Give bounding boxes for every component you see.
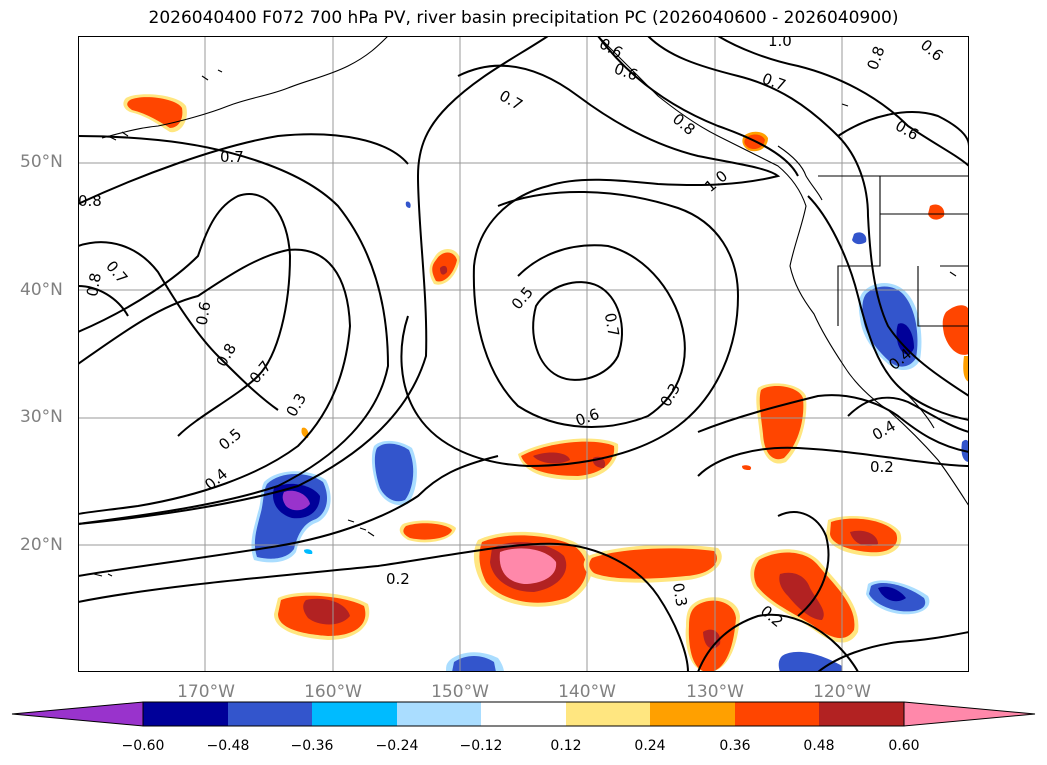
lon-label: 140°W (558, 682, 616, 702)
grid-lines (78, 36, 969, 672)
precip-blob (942, 305, 969, 382)
colorbar-segment (735, 702, 819, 726)
precip-blob (518, 438, 619, 480)
precip-blob-negative (371, 440, 417, 506)
colorbar-extend-high (903, 701, 1036, 727)
lon-label: 150°W (431, 682, 489, 702)
lat-label: 40°N (20, 280, 63, 300)
precip-blob (826, 516, 902, 557)
precip-blob (429, 249, 460, 285)
colorbar-tick-label: −0.24 (375, 738, 419, 754)
contour-label: 0.6 (193, 300, 215, 327)
colorbar-tick-label: 0.36 (719, 738, 751, 754)
contour-label: 0.8 (78, 192, 102, 210)
lat-label: 30°N (20, 407, 63, 427)
pv-contours (78, 36, 969, 672)
contour-label: 1.0 (768, 36, 792, 50)
colorbar-segment (481, 702, 566, 726)
contour-label: 0.2 (870, 458, 894, 476)
colorbar-tick-label: −0.48 (206, 738, 250, 754)
colorbar-tick-label: −0.36 (290, 738, 334, 754)
lon-label: 170°W (177, 682, 235, 702)
lon-label: 120°W (813, 682, 871, 702)
precip-blob (473, 531, 592, 607)
lat-label: 20°N (20, 535, 63, 555)
colorbar-segment (650, 702, 735, 726)
lat-label: 50°N (20, 152, 63, 172)
precip-blob (274, 592, 370, 640)
map-title: 2026040400 F072 700 hPa PV, river basin … (148, 8, 899, 28)
contour-label: 0.7 (601, 311, 623, 338)
colorbar-tick-label: 0.60 (888, 738, 920, 754)
precip-blob-negative (866, 580, 930, 615)
contour-label: 0.2 (386, 570, 410, 588)
precip-blob (756, 383, 807, 464)
contour-label: 0.7 (220, 148, 244, 166)
colorbar-tick-label: 0.48 (803, 738, 835, 754)
colorbar-tick-label: −0.12 (459, 738, 503, 754)
precip-shading (123, 94, 969, 672)
colorbar-segment (228, 702, 312, 726)
colorbar-tick-label: 0.24 (634, 738, 666, 754)
lon-label: 130°W (686, 682, 744, 702)
colorbar-tick-label: 0.12 (550, 738, 582, 754)
lon-label: 160°W (304, 682, 362, 702)
colorbar-segment (397, 702, 481, 726)
contour-label: 0.8 (83, 271, 105, 298)
colorbar-tick-label: −0.60 (121, 738, 165, 754)
contour-label: 0.3 (669, 581, 691, 608)
colorbar-segment (566, 702, 650, 726)
colorbar-segment (312, 702, 397, 726)
colorbar-extend-low (11, 701, 144, 727)
precip-blob (399, 520, 456, 543)
map-plot: 0.8 0.7 0.6 0.8 0.7 0.5 0.4 0.3 0.5 0.7 … (78, 36, 969, 672)
precip-blob (583, 544, 722, 583)
precip-blob (685, 597, 740, 672)
colorbar-segment (819, 702, 904, 726)
colorbar-segment (143, 702, 228, 726)
precip-blob (750, 549, 859, 643)
colorbar (11, 701, 1036, 727)
